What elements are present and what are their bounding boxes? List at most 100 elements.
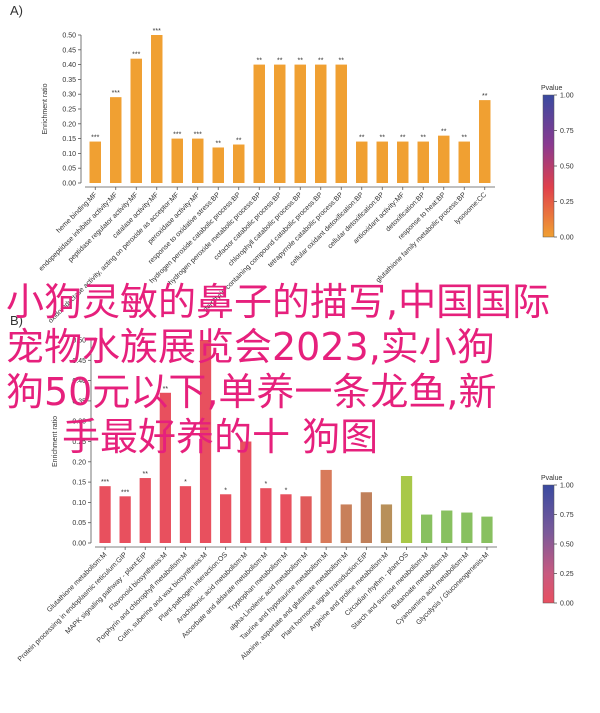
- bar: [380, 504, 393, 543]
- y-tick-label: 0.15: [72, 480, 86, 487]
- panel-label: A): [10, 3, 23, 18]
- y-tick-label: 0.25: [72, 439, 86, 446]
- bar: [240, 441, 252, 543]
- y-tick-label: 0.40: [62, 62, 76, 69]
- significance-label: **: [421, 135, 427, 142]
- bar: [417, 141, 429, 183]
- significance-label: **: [339, 58, 345, 65]
- overlay-line: 小狗灵敏的鼻子的描写,中国国际: [6, 280, 551, 324]
- significance-label: **: [236, 138, 242, 145]
- significance-label: ***: [194, 132, 202, 139]
- colorbar-tick-label: 0.50: [560, 542, 574, 549]
- significance-label: **: [277, 58, 283, 65]
- panel-label: B): [10, 313, 23, 328]
- colorbar-tick-label: 0.00: [560, 601, 574, 608]
- bar: [280, 494, 292, 543]
- y-tick-label: 0.40: [72, 378, 86, 385]
- x-tick-label: tetrapyrrole catabolic process:BP: [267, 191, 345, 269]
- bar: [320, 469, 332, 543]
- y-tick-label: 0.15: [62, 136, 76, 143]
- colorbar-tick-label: 0.25: [560, 199, 574, 206]
- significance-label: ***: [101, 479, 109, 486]
- bar: [340, 504, 352, 543]
- overlay-line: 手最好养的十 狗图: [62, 415, 379, 459]
- y-tick-label: 0.35: [72, 398, 86, 405]
- significance-label: *: [264, 481, 267, 488]
- bar: [179, 486, 192, 543]
- significance-label: ***: [91, 135, 99, 142]
- bar: [151, 35, 163, 183]
- bar: [253, 64, 265, 183]
- significance-label: **: [257, 58, 263, 65]
- y-tick-label: 0.05: [62, 166, 76, 173]
- bar: [171, 138, 183, 183]
- y-axis-label: Enrichment ratio: [42, 83, 49, 134]
- significance-label: **: [216, 140, 222, 147]
- y-tick-label: 0.05: [72, 520, 86, 527]
- significance-label: **: [441, 129, 447, 136]
- significance-label: ***: [132, 52, 140, 59]
- colorbar-tick-label: 0.25: [560, 571, 574, 578]
- colorbar-tick-label: 0.50: [560, 164, 574, 171]
- y-tick-label: 0.10: [62, 151, 76, 158]
- bar: [315, 64, 327, 183]
- y-tick-label: 0.45: [72, 358, 86, 365]
- y-axis-label: Enrichment ratio: [52, 416, 59, 467]
- significance-label: ***: [121, 489, 129, 496]
- overlay-line: 宠物水族展览会2023,实小狗: [6, 325, 495, 369]
- bar: [139, 478, 151, 543]
- y-tick-label: 0.10: [72, 500, 86, 507]
- y-tick-label: 0.45: [62, 47, 76, 54]
- bar: [99, 486, 111, 543]
- bar: [159, 392, 171, 543]
- bar: [192, 138, 204, 183]
- significance-label: **: [462, 135, 468, 142]
- y-tick-label: 0.00: [72, 541, 86, 548]
- colorbar-tick-label: 0.00: [560, 235, 574, 242]
- bar: [441, 510, 453, 543]
- significance-label: **: [318, 58, 324, 65]
- bar: [130, 58, 142, 183]
- significance-label: *: [285, 487, 288, 494]
- bar: [481, 516, 493, 543]
- overlay-line: 狗50元以下,单养一条龙鱼,新: [6, 370, 497, 414]
- significance-label: *: [184, 479, 187, 486]
- colorbar-tick-label: 1.00: [560, 93, 574, 100]
- colorbar-tick-label: 0.75: [560, 128, 574, 135]
- colorbar-title: Pvalue: [541, 475, 563, 482]
- colorbar-title: Pvalue: [541, 85, 563, 92]
- significance-label: **: [359, 135, 365, 142]
- bar: [199, 340, 212, 543]
- significance-label: **: [143, 471, 149, 478]
- y-tick-label: 0.50: [62, 33, 76, 40]
- significance-label: ***: [173, 132, 181, 139]
- bar: [260, 488, 272, 543]
- bar: [458, 141, 470, 183]
- bar: [438, 135, 450, 183]
- y-tick-label: 0.30: [62, 92, 76, 99]
- colorbar: [542, 484, 555, 604]
- y-tick-label: 0.50: [72, 338, 86, 345]
- bar: [300, 496, 312, 543]
- bar: [212, 147, 224, 183]
- significance-label: **: [380, 135, 386, 142]
- bar: [89, 141, 101, 183]
- colorbar-tick-label: 1.00: [560, 483, 574, 490]
- bar: [233, 144, 245, 183]
- significance-label: *: [224, 487, 227, 494]
- y-tick-label: 0.00: [62, 181, 76, 188]
- y-tick-label: 0.20: [72, 459, 86, 466]
- colorbar-tick-label: 0.75: [560, 512, 574, 519]
- bar: [274, 64, 286, 183]
- bar: [461, 512, 473, 543]
- bar: [356, 141, 368, 183]
- bar: [479, 100, 491, 183]
- significance-label: **: [400, 135, 406, 142]
- colorbar: [542, 94, 555, 238]
- bar: [220, 494, 232, 543]
- bar: [376, 141, 388, 183]
- significance-label: **: [298, 58, 304, 65]
- bar: [421, 514, 433, 543]
- significance-label: **: [163, 386, 169, 393]
